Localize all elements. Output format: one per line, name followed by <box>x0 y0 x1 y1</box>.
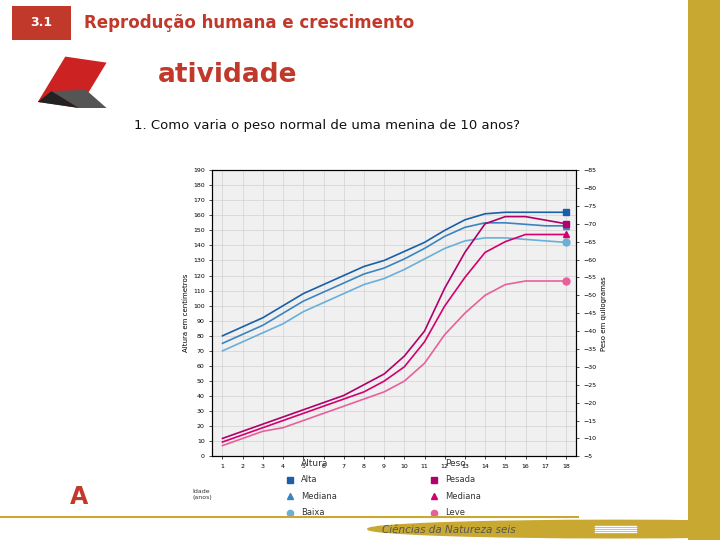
Bar <box>12 5 71 40</box>
Text: Mediana: Mediana <box>445 492 481 501</box>
Text: atividade: atividade <box>158 62 297 87</box>
Polygon shape <box>38 57 107 108</box>
Text: 1. Como varia o peso normal de uma menina de 10 anos?: 1. Como varia o peso normal de uma menin… <box>134 118 520 132</box>
Text: Mediana: Mediana <box>301 492 337 501</box>
Polygon shape <box>52 90 107 108</box>
Y-axis label: Altura em centímetros: Altura em centímetros <box>183 274 189 353</box>
Circle shape <box>368 521 720 538</box>
Text: A: A <box>70 485 89 509</box>
Text: Baixa: Baixa <box>301 508 325 517</box>
Text: Ciências da Natureza seis: Ciências da Natureza seis <box>382 525 516 535</box>
Text: Idade
(anos): Idade (anos) <box>192 489 212 500</box>
Text: Pesada: Pesada <box>445 475 475 484</box>
Text: 3.1: 3.1 <box>30 16 53 30</box>
Polygon shape <box>38 91 79 108</box>
Text: Leve: Leve <box>445 508 465 517</box>
Text: Alta: Alta <box>301 475 318 484</box>
Y-axis label: Peso em quilogramas: Peso em quilogramas <box>601 276 607 350</box>
Text: Peso: Peso <box>445 459 466 468</box>
Text: Altura: Altura <box>301 459 328 468</box>
Text: Reprodução humana e crescimento: Reprodução humana e crescimento <box>84 14 414 32</box>
